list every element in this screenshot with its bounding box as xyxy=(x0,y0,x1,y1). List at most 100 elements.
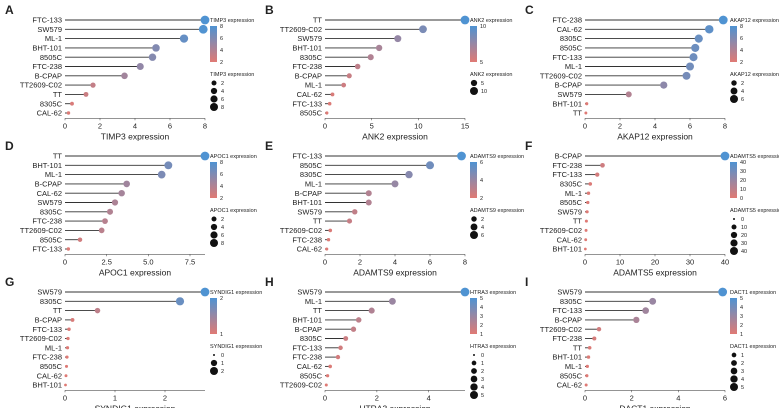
lollipop-point xyxy=(460,15,470,25)
lollipop-point xyxy=(338,345,343,351)
size-legend-dot xyxy=(731,360,737,366)
panel-letter: C xyxy=(525,3,534,17)
category-label: FTC-133 xyxy=(32,16,62,25)
x-tick-label: 1 xyxy=(113,393,117,402)
x-axis-label: ANK2 expression xyxy=(362,131,428,141)
x-tick-label: 0 xyxy=(323,121,327,130)
color-legend-title: ADAMTS5 expression xyxy=(730,154,779,160)
category-label: CAL-62 xyxy=(297,90,322,99)
color-legend-tick: 8 xyxy=(220,160,223,166)
lollipop-point xyxy=(375,44,383,52)
size-legend-label: 6 xyxy=(741,97,744,103)
color-legend-tick: 5 xyxy=(480,296,483,302)
size-legend-label: 4 xyxy=(481,225,484,231)
lollipop-point xyxy=(102,218,108,225)
x-tick-label: 0 xyxy=(583,257,587,266)
x-tick-label: 2 xyxy=(630,393,634,402)
color-legend-tick: 1 xyxy=(480,332,483,338)
lollipop-point xyxy=(67,327,71,331)
x-tick-label: 0 xyxy=(63,257,67,266)
lollipop-point xyxy=(585,364,589,369)
panel-letter: H xyxy=(265,275,274,289)
category-label: FTC-238 xyxy=(292,235,322,244)
lollipop-point xyxy=(586,355,591,359)
panel-letter: E xyxy=(265,139,273,153)
x-axis-label: ADAMTS9 expression xyxy=(353,267,437,277)
size-legend-label: 8 xyxy=(221,105,224,111)
color-legend-bar xyxy=(470,26,477,62)
lollipop-point xyxy=(686,62,694,71)
category-label: BHT-101 xyxy=(292,44,322,53)
category-label: 8305C xyxy=(40,297,63,306)
x-tick-label: 2 xyxy=(358,257,362,266)
lollipop-point xyxy=(595,172,600,177)
lollipop-point xyxy=(642,307,649,314)
x-tick-label: 0 xyxy=(323,393,327,402)
size-legend-label: 2 xyxy=(221,81,224,87)
category-label: 8305C xyxy=(40,99,63,108)
category-label: 8305C xyxy=(300,334,323,343)
category-label: CAL-62 xyxy=(557,25,582,34)
panel-e: E 0 2 4 6 8 ADAMTS9 expression FTC-1338505C8305… xyxy=(265,139,524,277)
x-tick-label: 4 xyxy=(133,121,137,130)
size-legend-dot xyxy=(730,239,738,247)
lollipop-point xyxy=(179,34,189,43)
color-legend-bar xyxy=(210,26,217,62)
category-label: ML-1 xyxy=(305,180,322,189)
color-legend-title: DACT1 expression xyxy=(730,290,776,296)
category-label: 8305C xyxy=(40,207,63,216)
color-legend-tick: 30 xyxy=(740,169,746,175)
size-legend-title: TIMP3 expression xyxy=(210,72,254,78)
x-tick-label: 2 xyxy=(163,393,167,402)
lollipop-point xyxy=(584,219,588,223)
x-axis-label: APOC1 expression xyxy=(99,267,172,277)
lollipop-point xyxy=(65,355,69,359)
lollipop-point xyxy=(326,237,331,242)
color-legend-tick: 2 xyxy=(220,196,223,202)
size-legend-label: 20 xyxy=(741,233,747,239)
category-label: TT2609-C02 xyxy=(20,81,62,90)
size-legend-dot xyxy=(210,95,218,103)
category-label: TT2609-C02 xyxy=(540,226,582,235)
category-label: TT xyxy=(313,217,323,226)
x-tick-label: 0 xyxy=(583,121,587,130)
color-legend-title: SYNDIG1 expression xyxy=(210,290,262,296)
size-legend-label: 4 xyxy=(221,89,224,95)
panel-h: H024HTRA3 expressionSW579ML-1TTBHT-101B-… xyxy=(265,275,516,408)
x-tick-label: 2 xyxy=(98,121,102,130)
lollipop-point xyxy=(106,208,114,215)
category-label: SW579 xyxy=(557,90,582,99)
lollipop-point xyxy=(70,317,75,322)
x-tick-label: 8 xyxy=(203,121,207,130)
x-tick-label: 5.0 xyxy=(143,257,153,266)
lollipop-point xyxy=(65,346,70,350)
lollipop-point xyxy=(66,247,71,251)
size-legend-label: 2 xyxy=(481,217,484,223)
color-legend-tick: 2 xyxy=(220,296,223,302)
lollipop-point xyxy=(391,180,399,188)
color-legend-tick: 40 xyxy=(740,160,746,166)
category-label: 8305C xyxy=(560,297,583,306)
x-tick-label: 30 xyxy=(686,257,694,266)
lollipop-point xyxy=(90,82,96,88)
size-legend-dot xyxy=(210,223,218,231)
panel-letter: G xyxy=(5,275,14,289)
color-legend-tick: 4 xyxy=(480,305,483,311)
category-label: FTC-133 xyxy=(292,343,322,352)
category-label: FTC-133 xyxy=(552,53,582,62)
category-label: B-CPAP xyxy=(555,81,582,90)
lollipop-point xyxy=(689,53,698,62)
color-legend-bar xyxy=(210,298,217,334)
lollipop-point xyxy=(388,297,396,305)
color-legend-bar xyxy=(470,162,477,198)
lollipop-point xyxy=(98,227,105,234)
size-legend-title: AKAP12 expression xyxy=(730,72,779,78)
size-legend-dot xyxy=(730,383,738,391)
lollipop-point xyxy=(64,383,67,387)
lollipop-point xyxy=(341,82,347,88)
size-legend-dot xyxy=(210,87,218,95)
lollipop-point xyxy=(584,238,588,242)
category-label: B-CPAP xyxy=(295,325,322,334)
category-label: 8305C xyxy=(560,34,583,43)
lollipop-point xyxy=(343,336,349,341)
